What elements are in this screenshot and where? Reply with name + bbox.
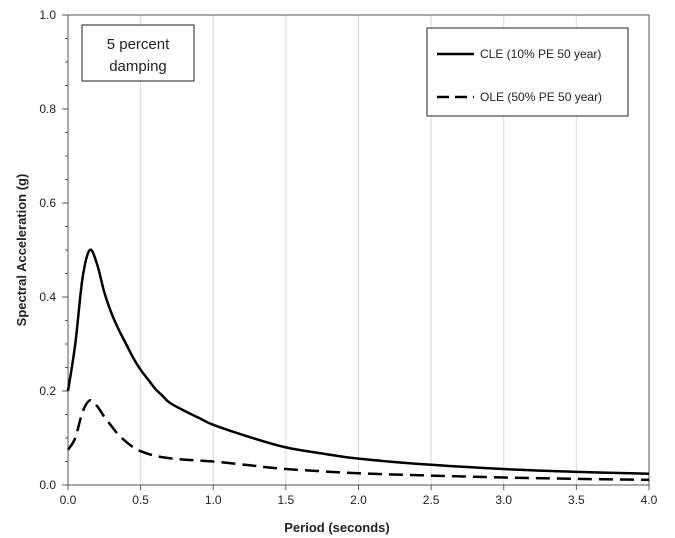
damping-note: 5 percent damping bbox=[81, 24, 195, 82]
x-tick-label: 1.5 bbox=[278, 493, 295, 507]
x-axis-label: Period (seconds) bbox=[284, 520, 389, 535]
x-tick-label: 2.5 bbox=[423, 493, 440, 507]
y-tick-label: 0.6 bbox=[39, 196, 56, 210]
damping-note-box bbox=[81, 24, 195, 82]
y-axis-label: Spectral Acceleration (g) bbox=[14, 174, 29, 327]
x-tick-label: 1.0 bbox=[205, 493, 222, 507]
y-tick-labels: 0.0 0.2 0.4 0.6 0.8 1.0 bbox=[39, 8, 56, 492]
x-tick-label: 3.5 bbox=[568, 493, 585, 507]
legend-label-cle: CLE (10% PE 50 year) bbox=[480, 47, 601, 61]
x-tick-label: 0.5 bbox=[132, 493, 149, 507]
y-tick-label: 0.4 bbox=[39, 290, 56, 304]
legend: CLE (10% PE 50 year) OLE (50% PE 50 year… bbox=[426, 27, 629, 117]
series-cle-line bbox=[66, 248, 650, 475]
x-tick-label: 0.0 bbox=[60, 493, 77, 507]
legend-box bbox=[426, 27, 629, 117]
damping-note-line-1: 5 percent bbox=[107, 36, 170, 53]
x-tick-label: 3.0 bbox=[495, 493, 512, 507]
damping-note-line-2: damping bbox=[109, 58, 167, 75]
y-tick-label: 1.0 bbox=[39, 8, 56, 22]
y-tick-label: 0.8 bbox=[39, 102, 56, 116]
axis-ticks bbox=[62, 14, 650, 490]
x-tick-label: 2.0 bbox=[350, 493, 367, 507]
x-tick-label: 4.0 bbox=[641, 493, 658, 507]
y-tick-label: 0.2 bbox=[39, 384, 56, 398]
series-ole-line bbox=[66, 399, 650, 482]
legend-label-ole: OLE (50% PE 50 year) bbox=[480, 90, 602, 104]
y-tick-label: 0.0 bbox=[39, 478, 56, 492]
series-layer bbox=[66, 248, 650, 482]
x-tick-labels: 0.0 0.5 1.0 1.5 2.0 2.5 3.0 3.5 4.0 bbox=[60, 493, 658, 507]
